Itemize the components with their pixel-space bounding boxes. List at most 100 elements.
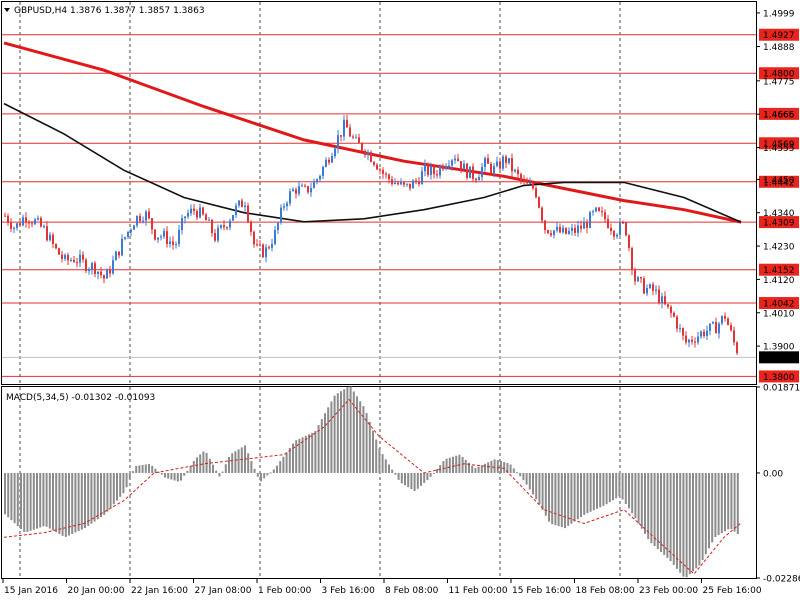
candle-body	[469, 166, 471, 179]
candle-body	[562, 227, 564, 233]
candle-body	[439, 165, 441, 176]
macd-bar	[23, 472, 26, 532]
macd-bar	[372, 430, 374, 473]
candle-body	[463, 163, 465, 170]
macd-bar	[359, 401, 362, 473]
candle-body	[367, 152, 369, 156]
macd-bar	[320, 419, 323, 473]
level-label: 1.4442	[763, 178, 795, 188]
price-tick-label: 1.4999	[763, 9, 795, 19]
macd-bar	[525, 472, 528, 485]
price-tick-label: 1.4340	[763, 209, 795, 219]
macd-tick-label: -0.02286	[763, 575, 800, 585]
macd-bar	[7, 472, 10, 518]
candle-body	[76, 262, 78, 264]
candle-body	[418, 181, 420, 185]
macd-bar	[45, 472, 48, 527]
candle-body	[262, 244, 264, 258]
price-axis: 1.4999 1.4888 1.4775 1.4665 1.4555 1.4450 1.43…	[756, 9, 799, 364]
macd-bar	[263, 472, 266, 479]
candle-body	[583, 222, 585, 229]
macd-bar	[656, 472, 659, 550]
price-panel[interactable]	[1, 1, 757, 385]
level-label-bg	[759, 297, 799, 310]
macd-bar	[301, 437, 304, 473]
macd-bar	[551, 472, 554, 525]
macd-bar	[231, 453, 234, 473]
candle-body	[325, 159, 327, 167]
candle-body	[220, 225, 222, 228]
candle-body	[91, 263, 93, 270]
candle-body	[190, 208, 192, 214]
candle-body	[421, 171, 423, 185]
candle-body	[211, 219, 213, 234]
macd-bar	[378, 448, 381, 473]
macd-bar	[381, 454, 384, 473]
macd-bar	[74, 472, 77, 533]
macd-bar	[327, 407, 330, 473]
symbol-header: GBPUSD,H4 1.3876 1.3877 1.3857 1.3863	[4, 6, 205, 16]
candle-body	[79, 254, 81, 263]
candle-body	[157, 237, 159, 240]
macd-bar	[71, 472, 74, 534]
macd-bar	[464, 459, 467, 473]
macd-bar	[164, 472, 166, 478]
macd-bar	[484, 463, 486, 473]
macd-bar	[426, 472, 429, 480]
candle-body	[343, 119, 345, 137]
candle-body	[481, 166, 483, 178]
macd-bar	[80, 472, 83, 530]
macd-bar	[295, 440, 298, 473]
candle-body	[619, 222, 621, 235]
macd-bar	[365, 413, 368, 473]
price-tick-label: 1.4775	[763, 77, 795, 87]
time-tick-label: 15 Jan 2016	[4, 586, 58, 596]
candle-body	[334, 148, 336, 157]
macd-axis: 0.01871 0.00 -0.02286	[756, 384, 800, 585]
dropdown-triangle-icon[interactable]	[4, 8, 10, 12]
macd-bar	[394, 472, 397, 475]
candle-body	[214, 233, 216, 241]
macd-bar	[20, 472, 22, 530]
candle-body	[598, 207, 600, 212]
macd-bar	[404, 472, 406, 486]
candle-body	[652, 284, 654, 291]
candle-body	[112, 260, 114, 274]
candle-body	[535, 188, 537, 198]
candle-body	[229, 220, 231, 228]
macd-bar	[39, 472, 42, 528]
candle-body	[616, 234, 618, 237]
macd-bar	[512, 468, 515, 473]
candle-body	[673, 312, 675, 317]
candle-body	[484, 158, 486, 167]
candle-body	[7, 215, 9, 223]
macd-bar	[490, 460, 493, 473]
price-tick-label: 1.4120	[763, 276, 795, 286]
macd-histogram	[3, 386, 742, 578]
macd-bar	[548, 472, 550, 522]
candle-body	[511, 158, 513, 172]
candle-body	[547, 230, 549, 234]
macd-bar	[519, 472, 522, 477]
macd-bar	[176, 472, 179, 482]
candle-body	[256, 244, 258, 246]
candle-body	[700, 331, 702, 337]
macd-bar	[407, 472, 410, 488]
macd-bar	[506, 462, 509, 473]
candle-body	[337, 135, 339, 149]
macd-panel[interactable]	[1, 386, 757, 579]
macd-bar	[112, 472, 115, 505]
macd-bar	[356, 396, 358, 473]
macd-bar	[221, 471, 224, 473]
candle-body	[712, 322, 714, 324]
candle-body	[268, 247, 270, 249]
macd-bar	[676, 472, 678, 569]
candle-body	[391, 179, 393, 184]
candle-body	[472, 166, 474, 179]
macd-bar	[564, 472, 566, 529]
macd-info: MACD(5,34,5) -0.01302 -0.01093	[6, 393, 155, 403]
macd-bar	[311, 432, 314, 473]
candle-body	[97, 271, 99, 275]
candle-body	[70, 260, 72, 262]
